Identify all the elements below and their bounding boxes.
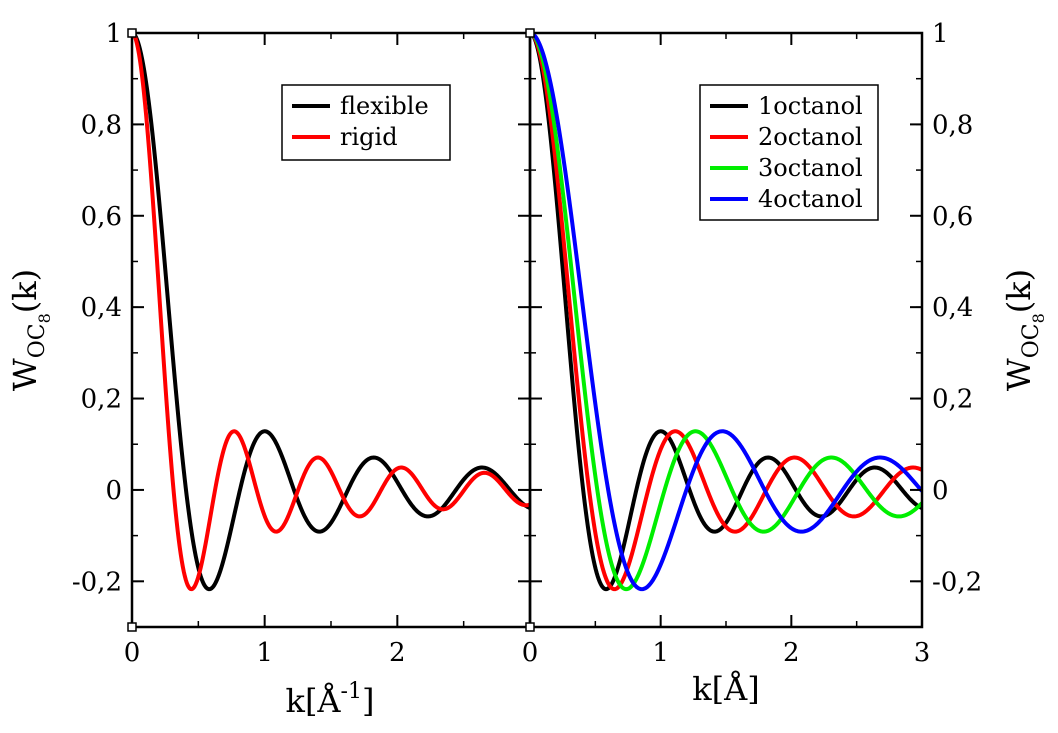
legend-label-4octanol: 4octanol <box>758 185 863 213</box>
y-tick-label: 1 <box>105 19 122 49</box>
series-line-flexible <box>132 33 530 592</box>
x-tick-label: 1 <box>652 638 669 668</box>
series-line-rigid <box>132 33 530 592</box>
legend-label-3octanol: 3octanol <box>758 154 863 182</box>
y-tick-label: 0,4 <box>81 293 122 323</box>
series-line-3octanol <box>530 33 922 592</box>
x-tick-label: 0 <box>124 638 141 668</box>
right-y-axis-label: WOC8(k) <box>1000 269 1048 391</box>
legend-box <box>281 84 451 161</box>
legend-label-2octanol: 2octanol <box>758 123 863 151</box>
corner-marker <box>525 28 535 38</box>
y-tick-label: -0,2 <box>932 567 982 597</box>
left-x-axis-label: k[Å-1] <box>286 679 375 720</box>
y-tick-label: 0,8 <box>81 110 122 140</box>
y-tick-label: 0 <box>105 476 122 506</box>
corner-marker <box>525 622 535 632</box>
y-tick-label: 0,8 <box>932 110 973 140</box>
y-tick-label: 0,6 <box>81 202 122 232</box>
series-line-2octanol <box>530 33 922 592</box>
left-legend: flexible rigid <box>281 84 451 161</box>
corner-marker <box>127 622 137 632</box>
corner-marker <box>127 28 137 38</box>
x-tick-label: 3 <box>914 638 931 668</box>
x-tick-label: 2 <box>389 638 406 668</box>
x-tick-label: 2 <box>783 638 800 668</box>
legend-label-1octanol: 1octanol <box>758 92 863 120</box>
y-tick-label: 1 <box>932 19 949 49</box>
right-panel: 0 1 2 3 -0,2 0 0,2 0,4 0,6 0,8 1 1octanol 2octanol 3… <box>522 19 1048 708</box>
x-tick-label: 0 <box>522 638 539 668</box>
x-tick-label: 1 <box>256 638 273 668</box>
left-y-axis-label: WOC8(k) <box>6 269 54 391</box>
right-x-axis-label: k[Å] <box>692 670 759 708</box>
right-legend: 1octanol 2octanol 3octanol 4octanol <box>699 84 879 221</box>
y-tick-label: 0,2 <box>81 385 122 415</box>
left-panel: 0 1 2 -0,2 0 0,2 0,4 0,6 0,8 1 flexible rigid WOC8… <box>6 19 532 720</box>
legend-label-rigid: rigid <box>340 123 398 151</box>
y-tick-label: 0,4 <box>932 293 973 323</box>
y-tick-label: -0,2 <box>72 567 122 597</box>
y-tick-label: 0,2 <box>932 385 973 415</box>
y-tick-label: 0 <box>932 476 949 506</box>
y-tick-label: 0,6 <box>932 202 973 232</box>
series-line-4octanol <box>530 33 922 592</box>
legend-label-flexible: flexible <box>340 92 429 120</box>
